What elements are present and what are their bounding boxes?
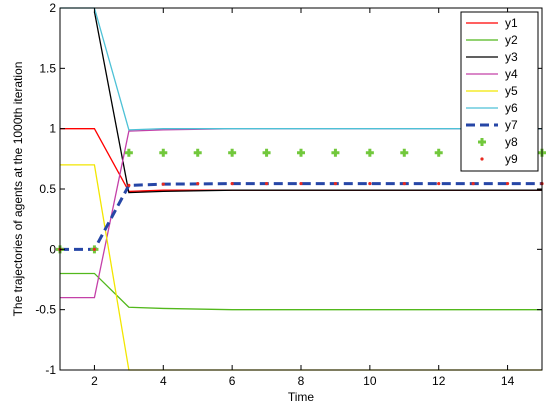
- series-y9-point: [368, 181, 372, 186]
- series-y9-point: [264, 181, 269, 186]
- series-y9-point: [471, 181, 475, 186]
- legend-swatch: [478, 138, 486, 146]
- legend-label: y5: [505, 84, 518, 98]
- series-y8-point: [297, 148, 305, 157]
- series-y9-point: [127, 183, 131, 187]
- series-y9-point: [333, 181, 338, 186]
- legend-label: y3: [505, 50, 518, 64]
- y-axis-label: The trajectories of agents at the 1000th…: [11, 62, 25, 317]
- legend-swatch: [480, 157, 484, 161]
- series-y9-point: [92, 247, 97, 251]
- x-tick-label: 6: [229, 374, 236, 388]
- series-y9-point: [402, 181, 406, 186]
- x-tick-label: 4: [160, 374, 167, 388]
- x-tick-label: 2: [91, 374, 98, 388]
- series-y9-point: [437, 181, 441, 186]
- series-y9-point: [505, 181, 510, 186]
- legend-item-y7: y7: [466, 118, 518, 132]
- legend-item-y3: y3: [466, 50, 518, 64]
- legend-label: y7: [505, 118, 518, 132]
- legend-item-y9: y9: [480, 152, 518, 166]
- x-tick-label: 10: [363, 374, 377, 388]
- legend-label: y1: [505, 16, 518, 30]
- series-layer: [56, 7, 546, 371]
- series-y9-point: [161, 182, 165, 186]
- legend-item-y8: y8: [478, 135, 518, 149]
- y-tick-label: 1.5: [39, 61, 56, 75]
- ticks-layer: 2 4 6 8 10 12 14 -1 -0.5 0 0.5 1 1.5 2: [35, 1, 542, 388]
- y-tick-label: 0.5: [39, 182, 56, 196]
- legend-label: y6: [505, 101, 518, 115]
- series-y9-markers: [58, 181, 544, 251]
- series-y9-point: [196, 181, 200, 186]
- y-tick-label: 0: [49, 242, 56, 256]
- legend-label: y9: [505, 152, 518, 166]
- legend-item-y4: y4: [466, 67, 518, 81]
- series-y9-point: [299, 181, 303, 186]
- legend-item-y6: y6: [466, 101, 518, 115]
- legend-label: y4: [505, 67, 518, 81]
- series-y9-point: [230, 181, 234, 186]
- series-y8-point: [159, 148, 168, 157]
- y-tick-label: 2: [49, 1, 56, 15]
- y-tick-label: 1: [49, 122, 56, 136]
- y-tick-label: -0.5: [35, 303, 56, 317]
- x-tick-label: 12: [432, 374, 446, 388]
- x-tick-label: 14: [501, 374, 515, 388]
- series-y2-line: [60, 272, 542, 311]
- series-y8-point: [124, 148, 133, 157]
- series-y8-point: [365, 148, 374, 157]
- series-y8-point: [331, 148, 340, 157]
- x-tick-label: 8: [298, 374, 305, 388]
- x-axis-label: Time: [288, 390, 315, 404]
- legend: y1 y2 y3 y4 y5 y6 y7 y8 y9: [460, 11, 539, 172]
- series-y8-point: [400, 148, 409, 157]
- series-y8-point: [434, 148, 443, 157]
- legend-item-y5: y5: [466, 84, 518, 98]
- series-y8-point: [228, 148, 237, 157]
- legend-item-y2: y2: [466, 33, 518, 47]
- series-y3-line: [93, 11, 542, 194]
- legend-label: y8: [505, 135, 518, 149]
- legend-item-y1: y1: [466, 16, 518, 30]
- series-y8-point: [262, 148, 271, 157]
- series-y8-point: [193, 148, 202, 157]
- legend-label: y2: [505, 33, 518, 47]
- y-tick-label: -1: [45, 363, 56, 377]
